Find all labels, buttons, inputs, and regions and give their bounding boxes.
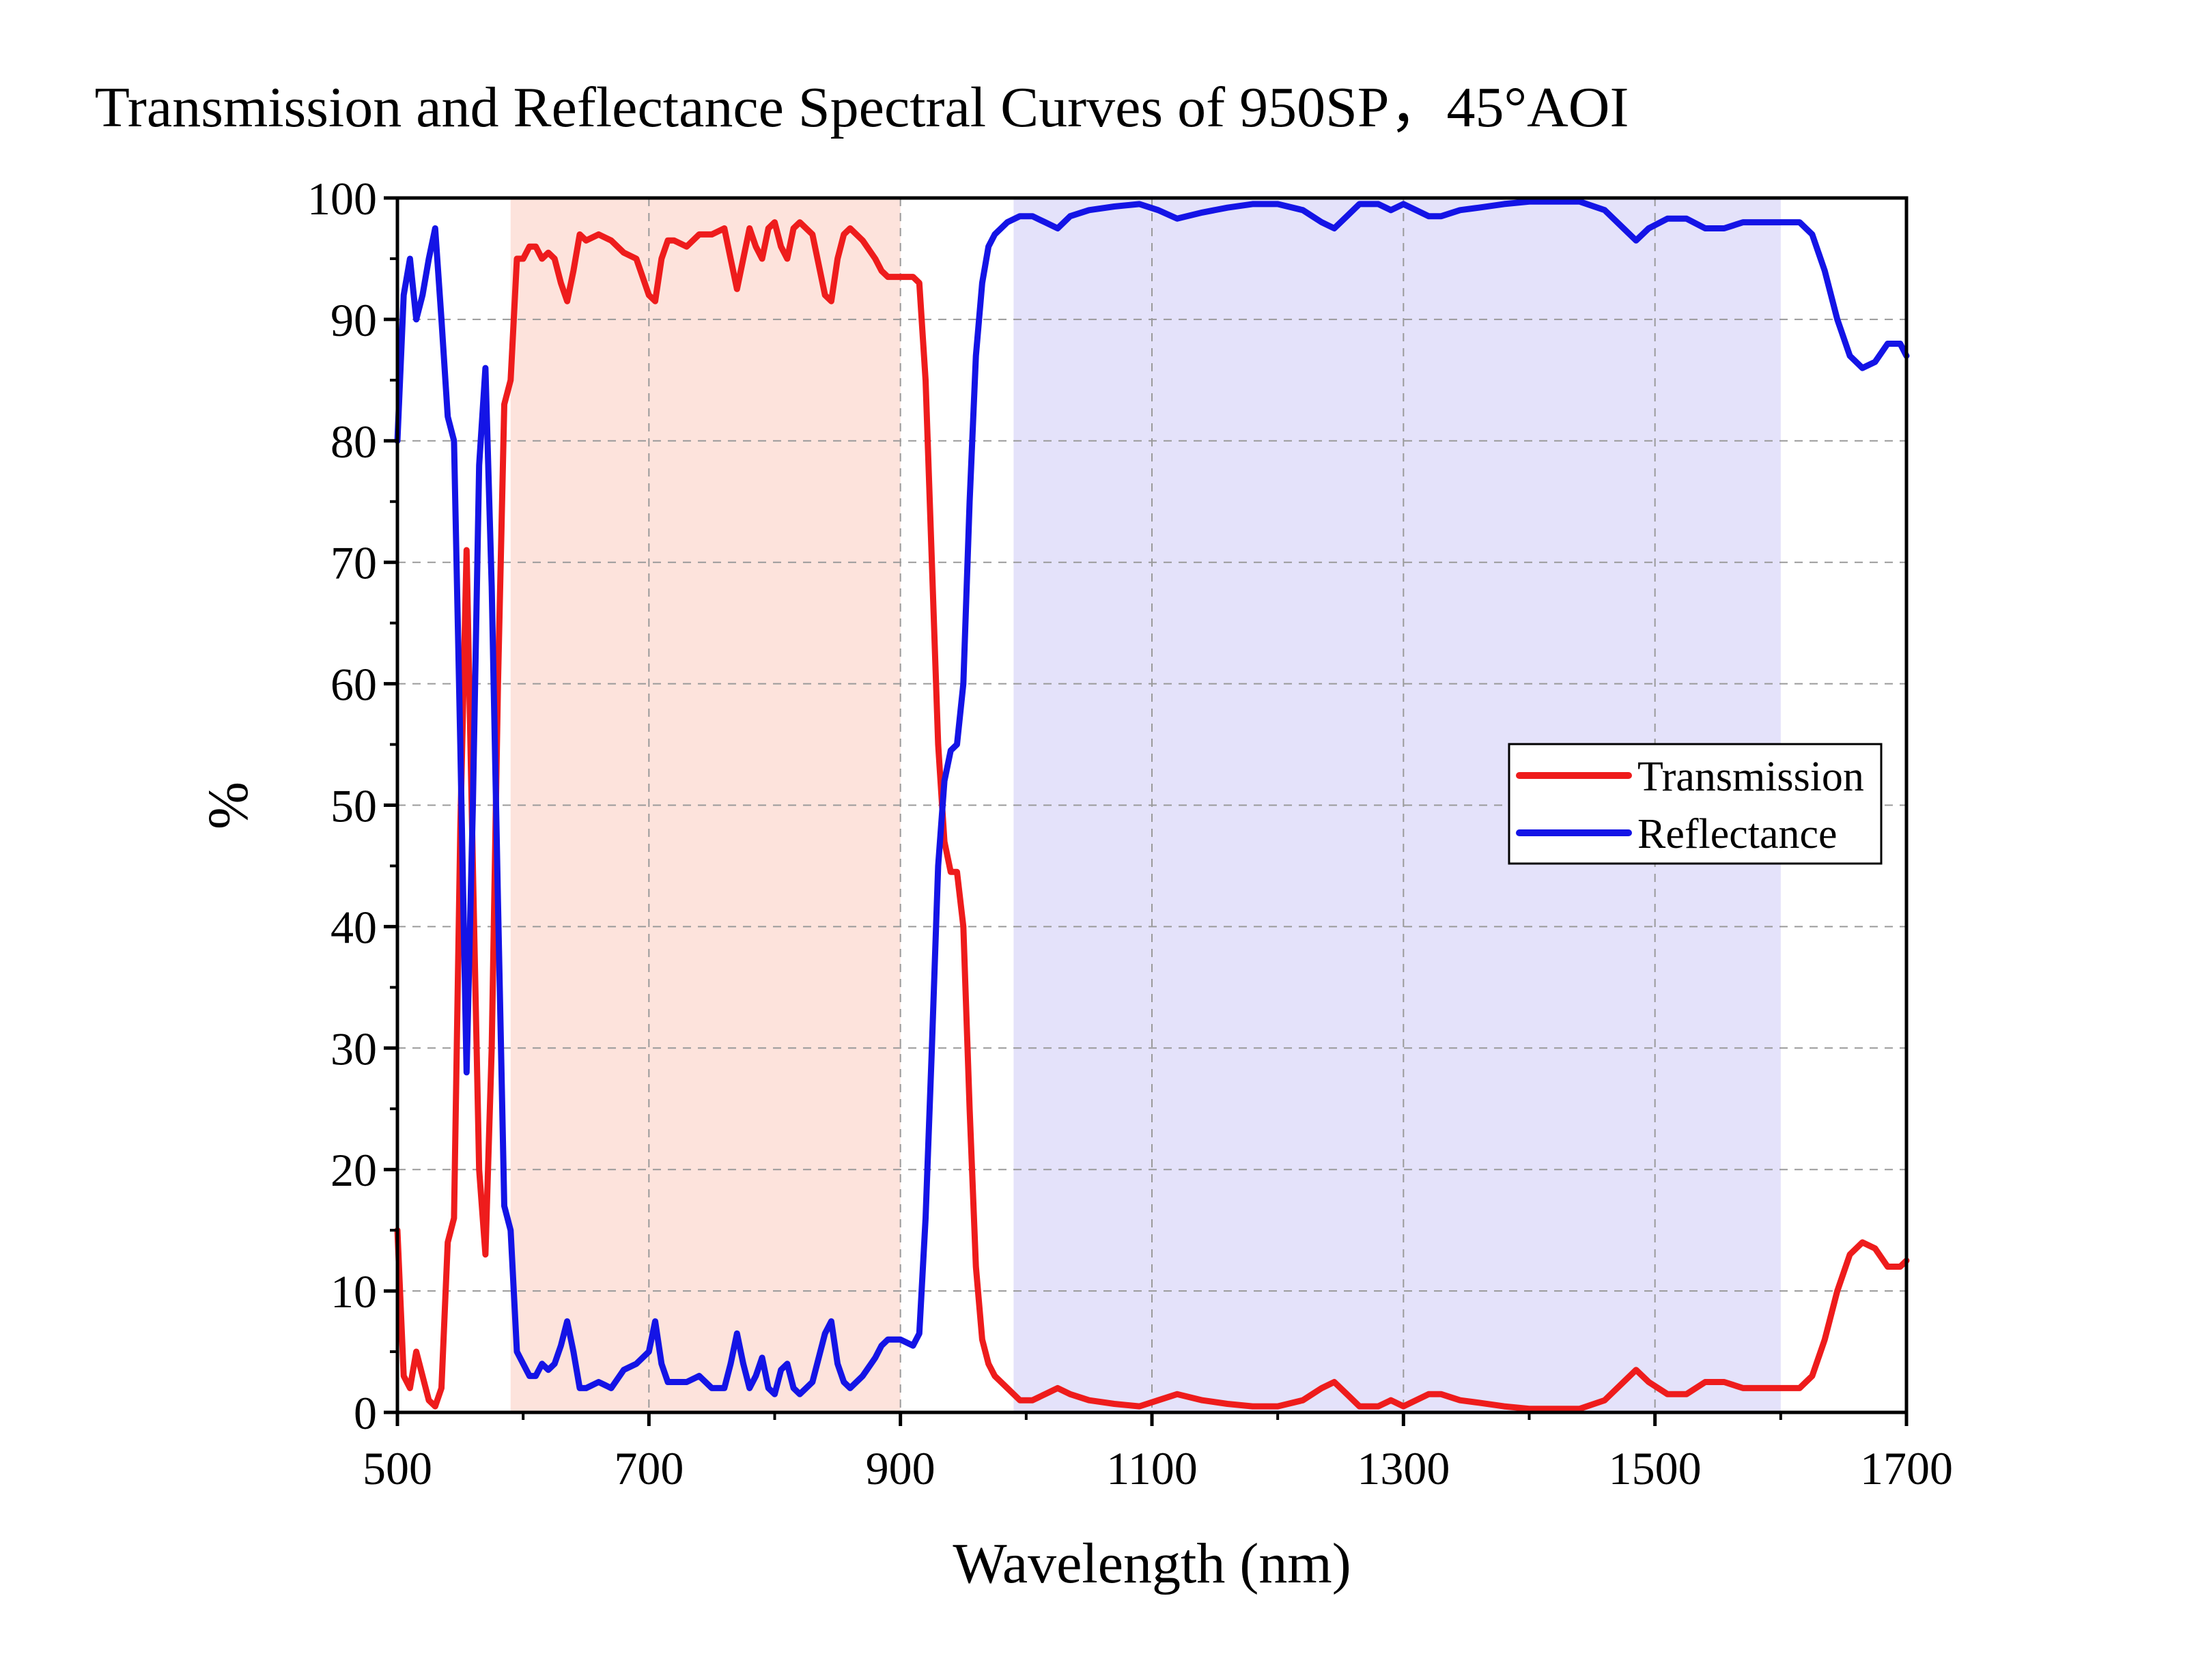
legend-label-transmission: Transmission xyxy=(1637,754,1864,800)
y-tick-label-0: 0 xyxy=(354,1387,377,1439)
chart-title: Transmission and Reflectance Spectral Cu… xyxy=(95,76,1629,139)
y-tick-label-5: 50 xyxy=(330,780,377,832)
y-tick-label-9: 90 xyxy=(330,294,377,346)
series-lines xyxy=(394,198,1910,1412)
y-tick-label-1: 10 xyxy=(330,1266,377,1318)
y-tick-label-10: 100 xyxy=(307,173,377,225)
x-tick-label-0: 500 xyxy=(363,1442,432,1494)
series-line-reflectance xyxy=(394,198,1910,1397)
x-tick-label-2: 900 xyxy=(866,1442,935,1494)
axis-ticks xyxy=(384,196,1909,1426)
x-tick-label-6: 1700 xyxy=(1860,1442,1953,1494)
x-axis-label: Wavelength (nm) xyxy=(953,1532,1351,1595)
x-tick-label-1: 700 xyxy=(614,1442,684,1494)
y-tick-label-6: 60 xyxy=(330,659,377,711)
x-tick-label-4: 1300 xyxy=(1357,1442,1450,1494)
y-tick-label-3: 30 xyxy=(330,1023,377,1074)
y-tick-labels: 0 10 20 30 40 50 60 70 80 90 100 xyxy=(307,173,377,1439)
x-tick-label-3: 1100 xyxy=(1106,1442,1197,1494)
legend: Transmission Reflectance xyxy=(1508,743,1883,865)
y-axis-label: % xyxy=(197,782,260,829)
y-tick-label-8: 80 xyxy=(330,416,377,468)
y-tick-label-2: 20 xyxy=(330,1144,377,1196)
series-line-transmission xyxy=(394,219,1910,1412)
y-tick-label-7: 70 xyxy=(330,537,377,589)
x-tick-label-5: 1500 xyxy=(1609,1442,1702,1494)
legend-box xyxy=(1508,743,1883,865)
x-tick-labels: 500 700 900 1100 1300 1500 1700 xyxy=(363,1442,1953,1494)
y-tick-label-4: 40 xyxy=(330,901,377,953)
legend-label-reflectance: Reflectance xyxy=(1637,811,1838,857)
